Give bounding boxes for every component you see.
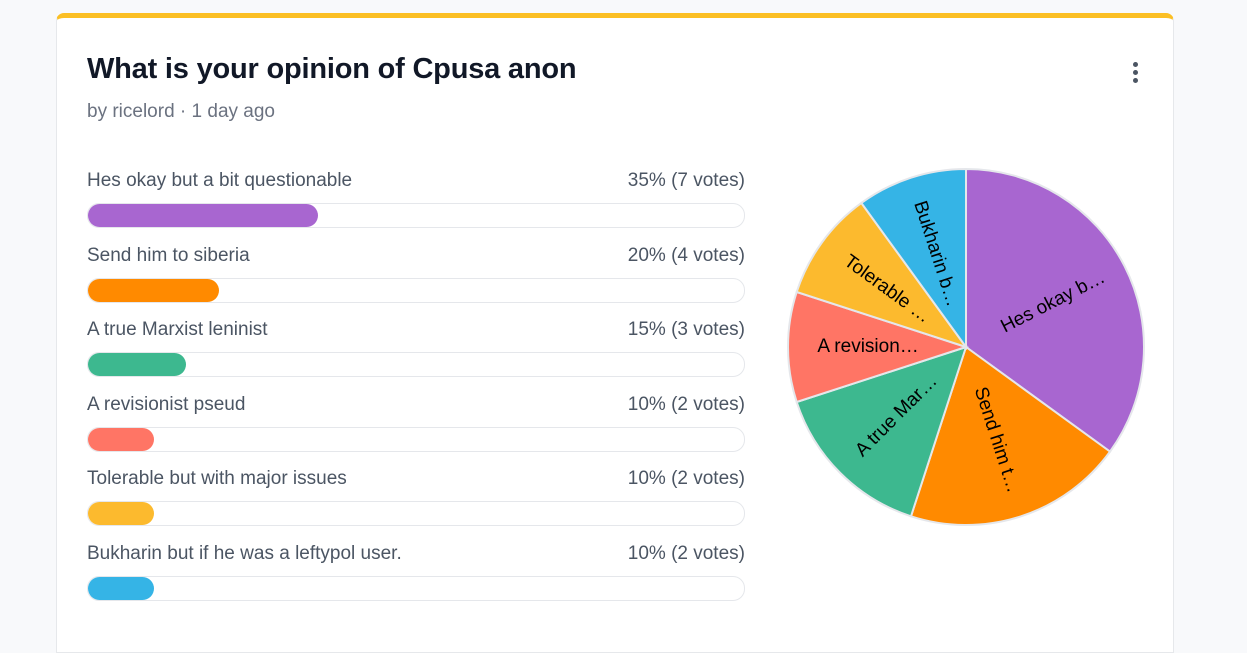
progress-fill	[88, 576, 154, 600]
progress-track	[87, 575, 745, 601]
option-result: 20% (4 votes)	[627, 244, 745, 266]
option-label: Hes okay but a bit questionable	[87, 170, 353, 191]
menu-dot	[1132, 61, 1138, 67]
menu-dot	[1132, 69, 1138, 75]
pie-slice-label: A revision…	[817, 336, 918, 357]
progress-track	[87, 277, 745, 303]
poll-options: Hes okay but a bit questionable 35% (7 vo…	[87, 170, 745, 618]
poll-title: What is your opinion of Cpusa anon	[87, 53, 577, 85]
option-result: 10% (2 votes)	[627, 393, 745, 415]
poll-meta: by ricelord · 1 day ago	[87, 101, 275, 122]
progress-fill	[88, 353, 187, 377]
option-result: 10% (2 votes)	[627, 542, 745, 564]
option-label: Tolerable but with major issues	[87, 468, 347, 490]
option-result: 10% (2 votes)	[627, 468, 745, 490]
option-label: Send him to siberia	[87, 244, 250, 266]
progress-fill	[88, 204, 318, 227]
pie-slice	[787, 290, 970, 404]
pie-slice	[795, 345, 968, 518]
progress-track	[87, 203, 745, 228]
option-result: 15% (3 votes)	[627, 319, 745, 341]
poll-option[interactable]: A true Marxist leninist 15% (3 votes)	[87, 319, 745, 394]
more-vertical-icon[interactable]	[1125, 58, 1145, 86]
option-label: A revisionist pseud	[87, 393, 246, 415]
poll-option[interactable]: Bukharin but if he was a leftypol user. 1…	[87, 543, 745, 618]
option-result: 35% (7 votes)	[627, 170, 745, 191]
option-label: Bukharin but if he was a leftypol user.	[87, 542, 402, 564]
progress-fill	[88, 278, 220, 302]
progress-track	[87, 501, 745, 527]
results-pie-chart: Hes okay b…Send him t…A true Mar…A revis…	[787, 167, 1145, 526]
progress-track	[87, 426, 745, 452]
poll-option[interactable]: Hes okay but a bit questionable 35% (7 vo…	[87, 170, 745, 245]
pie-slice	[965, 167, 1145, 454]
pie-slice	[859, 167, 967, 351]
progress-fill	[88, 502, 154, 526]
poll-option[interactable]: A revisionist pseud 10% (2 votes)	[87, 394, 745, 469]
poll-option[interactable]: Send him to siberia 20% (4 votes)	[87, 245, 745, 320]
menu-dot	[1132, 77, 1138, 83]
poll-card: What is your opinion of Cpusa anon by ri…	[56, 13, 1174, 653]
poll-option[interactable]: Tolerable but with major issues 10% (2 vo…	[87, 468, 745, 543]
pie-slice	[909, 345, 1112, 526]
option-label: A true Marxist leninist	[87, 319, 268, 341]
progress-track	[87, 352, 745, 378]
progress-fill	[88, 427, 154, 451]
pie-slice	[795, 201, 969, 349]
